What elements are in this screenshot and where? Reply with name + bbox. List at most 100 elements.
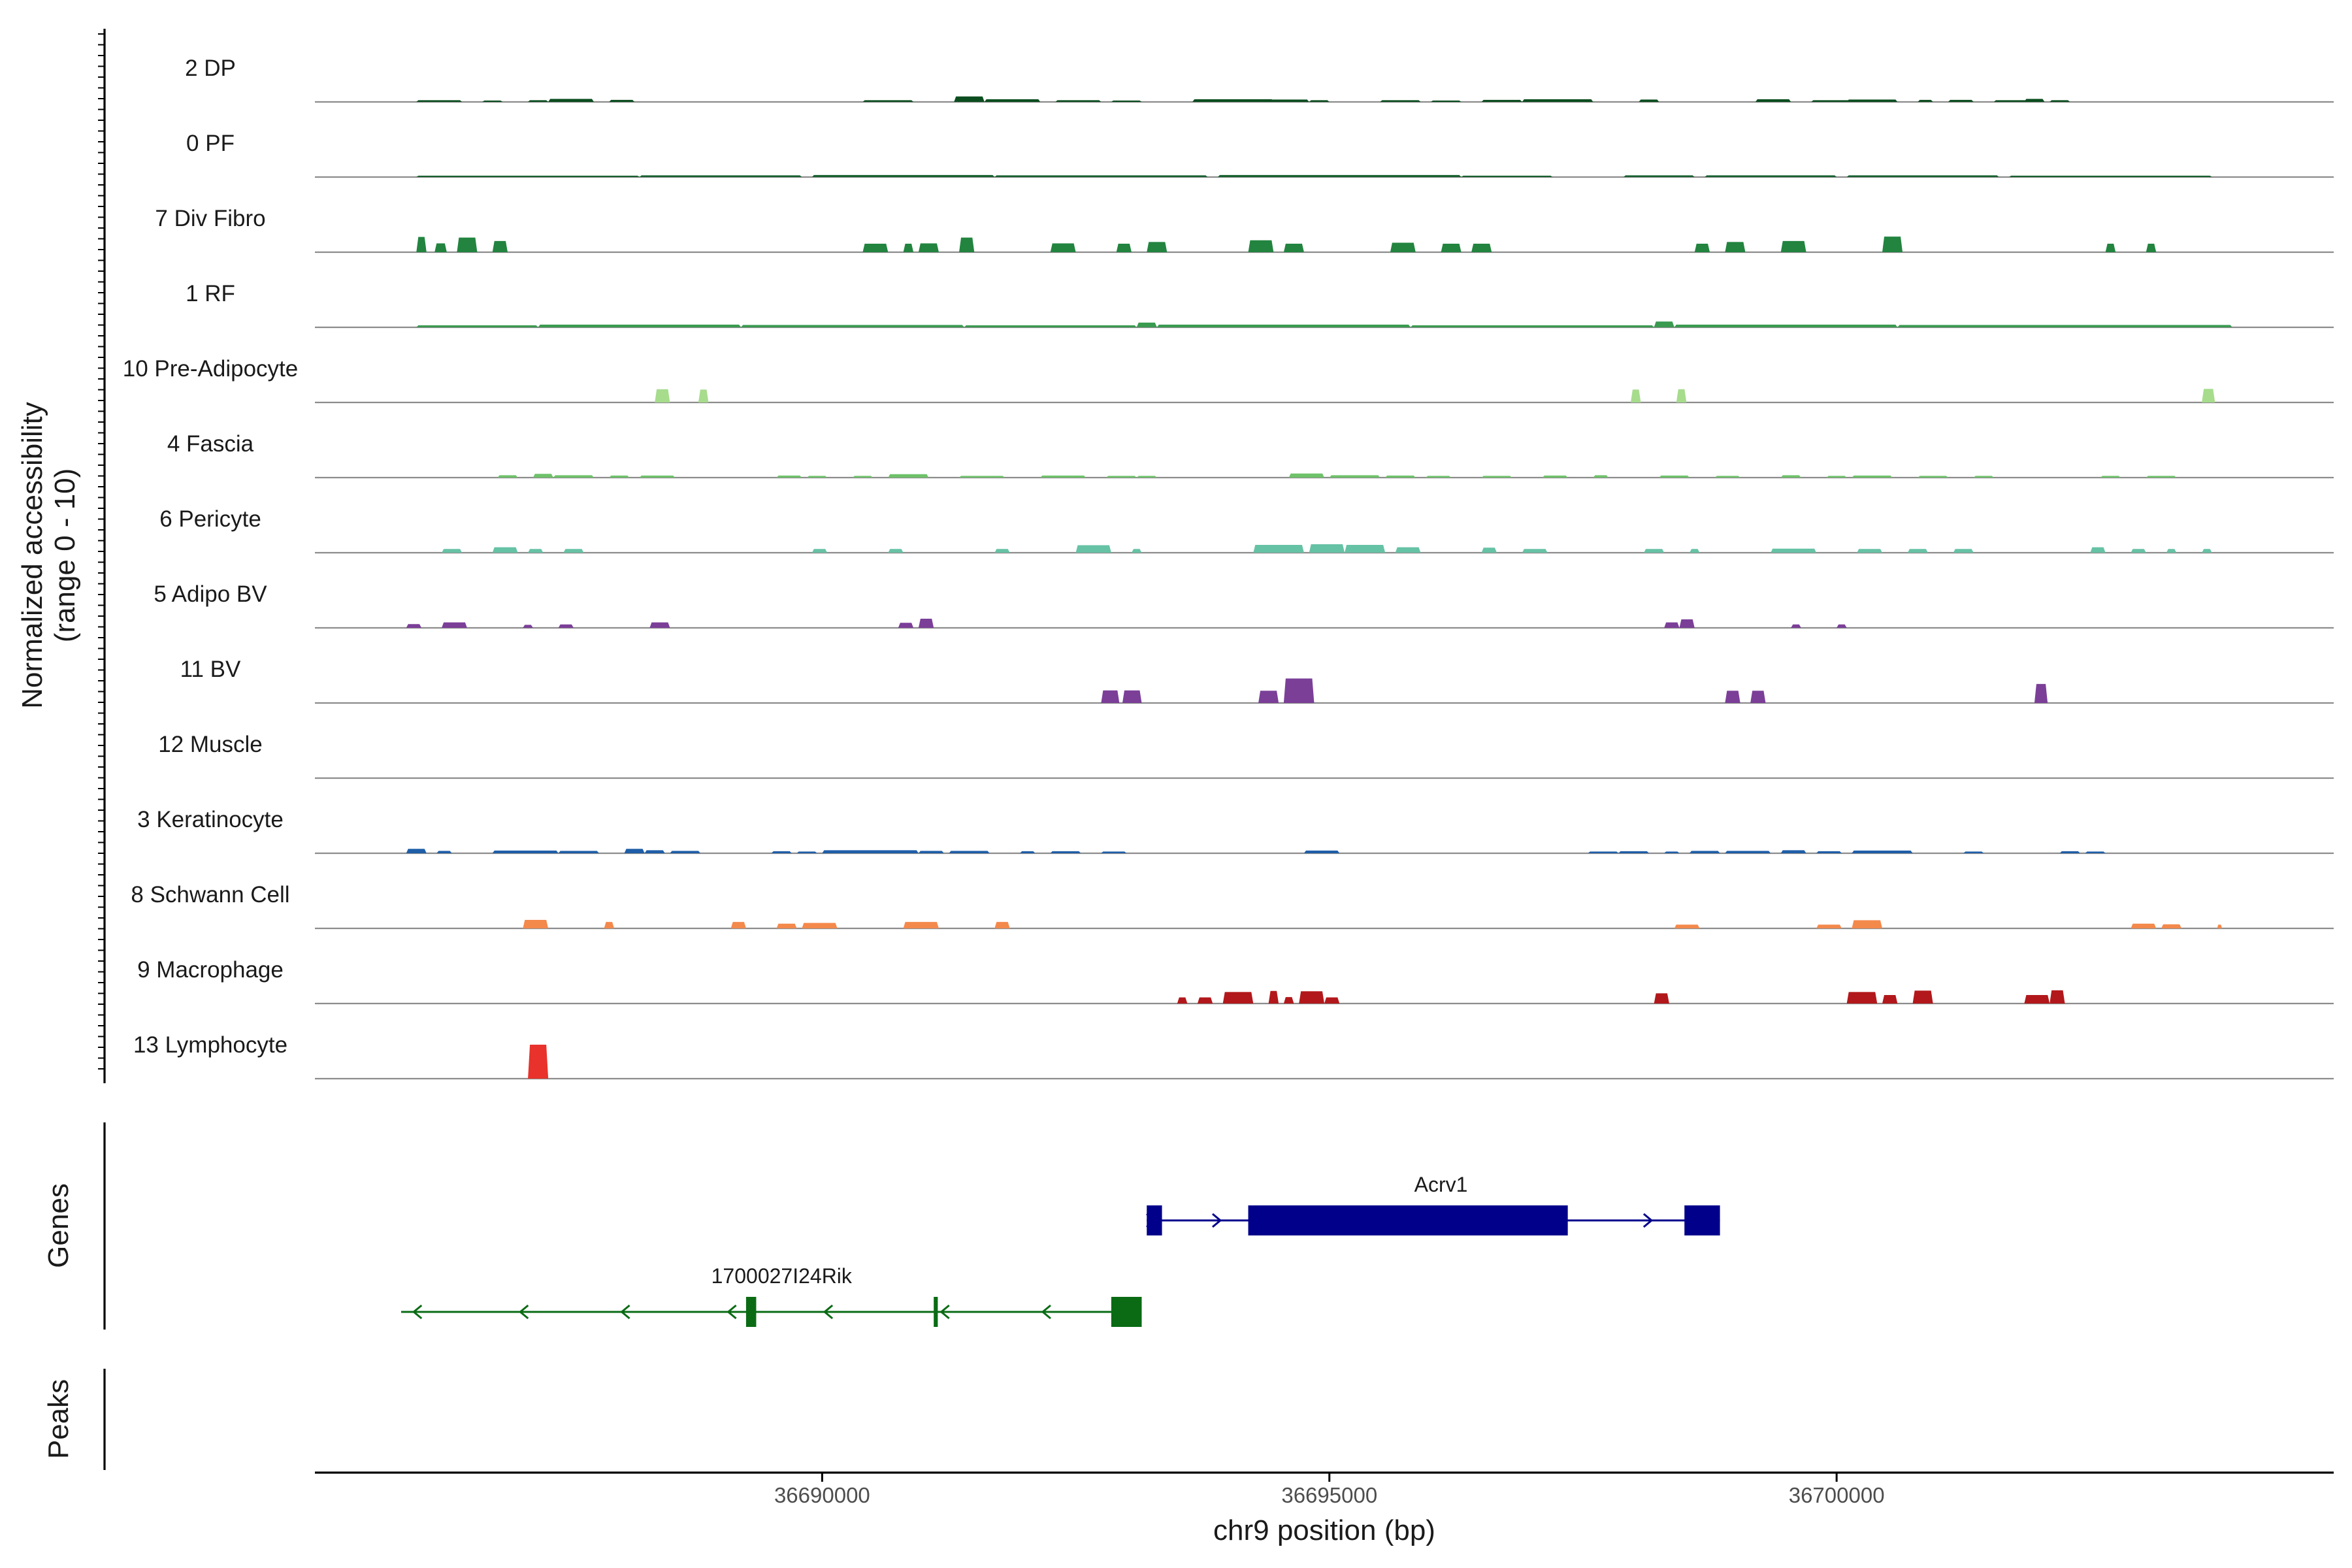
coverage-peak bbox=[416, 325, 538, 327]
coverage-peak bbox=[1390, 242, 1416, 252]
coverage-peak bbox=[1857, 549, 1883, 553]
coverage-peak bbox=[2050, 990, 2065, 1004]
coverage-peak bbox=[1852, 475, 1893, 478]
coverage-peak bbox=[1630, 389, 1641, 402]
coverage-peak bbox=[639, 475, 676, 478]
coverage-peak bbox=[1588, 851, 1619, 853]
coverage-peak bbox=[1258, 691, 1279, 703]
coverage-peak bbox=[436, 851, 452, 853]
strand-arrow bbox=[1041, 1304, 1051, 1320]
gene-exon bbox=[1111, 1297, 1142, 1327]
coverage-peak bbox=[1676, 389, 1687, 402]
coverage-peak bbox=[532, 474, 553, 478]
track-6-pericyte: 6 Pericyte bbox=[159, 506, 2334, 554]
coverage-peak bbox=[1380, 100, 1421, 102]
coverage-peak bbox=[1192, 99, 1274, 102]
strand-arrow bbox=[620, 1304, 630, 1320]
coverage-peak bbox=[2050, 100, 2070, 102]
coverage-peak bbox=[1426, 476, 1452, 478]
coverage-peak bbox=[406, 624, 422, 628]
coverage-peak bbox=[1780, 850, 1806, 853]
coverage-peak bbox=[1846, 992, 1878, 1004]
gene-exon bbox=[1248, 1205, 1568, 1235]
coverage-tracks: 2 DP 0 PF 7 Div Fibro 1 RF 10 Pre-Adipocyte 4… bbox=[123, 56, 2334, 1080]
gene-label: Acrv1 bbox=[1414, 1173, 1468, 1196]
track-8-schwann-cell: 8 Schwann Cell bbox=[131, 882, 2334, 930]
gene-exon bbox=[934, 1297, 938, 1327]
coverage-peak bbox=[1882, 237, 1903, 252]
track-2-dp: 2 DP bbox=[185, 56, 2334, 103]
coverage-peak bbox=[655, 389, 670, 402]
coverage-peak bbox=[1654, 993, 1669, 1004]
coverage-peak bbox=[959, 237, 975, 252]
coverage-peak bbox=[888, 549, 904, 553]
strand-arrow bbox=[1642, 1213, 1654, 1228]
coverage-peak bbox=[776, 923, 797, 928]
track-label: 0 PF bbox=[186, 131, 235, 156]
coverage-peak bbox=[604, 922, 615, 928]
coverage-peak bbox=[1780, 475, 1801, 478]
coverage-peak bbox=[1725, 242, 1746, 252]
coverage-peak bbox=[492, 850, 559, 853]
coverage-peak bbox=[1907, 549, 1928, 553]
coverage-peak bbox=[649, 622, 670, 628]
coverage-peak bbox=[918, 618, 934, 628]
y-axis-title-line1: Normalized accessibility bbox=[16, 402, 48, 708]
coverage-peak bbox=[1963, 851, 1984, 853]
strand-arrow bbox=[412, 1304, 423, 1320]
strand-arrow bbox=[823, 1304, 834, 1320]
coverage-peak bbox=[1522, 99, 1593, 102]
coverage-peak bbox=[730, 922, 746, 928]
coverage-peak bbox=[1674, 924, 1700, 928]
coverage-peak bbox=[1055, 100, 1102, 102]
coverage-peak bbox=[1309, 100, 1330, 102]
coverage-peak bbox=[442, 622, 467, 628]
coverage-peak bbox=[1288, 473, 1324, 478]
track-label: 7 Div Fibro bbox=[155, 206, 265, 231]
coverage-peak bbox=[2202, 549, 2212, 553]
coverage-y-axis-title: Normalized accessibility (range 0 - 10) bbox=[16, 402, 81, 708]
coverage-peak bbox=[1846, 175, 1999, 177]
strand-arrow bbox=[1211, 1213, 1222, 1228]
track-label: 10 Pre-Adipocyte bbox=[123, 356, 298, 382]
coverage-peak bbox=[1918, 99, 1933, 102]
coverage-peak bbox=[862, 244, 889, 252]
coverage-peak bbox=[1689, 851, 1720, 853]
coverage-peak bbox=[482, 100, 503, 102]
coverage-peak bbox=[563, 549, 584, 553]
coverage-peak bbox=[903, 244, 914, 252]
coverage-peak bbox=[558, 851, 599, 853]
coverage-peak bbox=[2131, 923, 2157, 928]
coverage-peak bbox=[2202, 389, 2215, 402]
coverage-peak bbox=[1481, 99, 1522, 102]
coverage-peak bbox=[1156, 324, 1411, 327]
coverage-peak bbox=[416, 237, 427, 252]
coverage-peak bbox=[903, 922, 939, 928]
coverage-peak bbox=[698, 389, 709, 402]
coverage-peak bbox=[796, 851, 817, 853]
peaks-panel-label: Peaks bbox=[42, 1379, 74, 1459]
coverage-peak bbox=[822, 850, 919, 853]
track-label: 3 Keratinocyte bbox=[137, 807, 284, 832]
coverage-peak bbox=[1395, 547, 1421, 553]
track-label: 5 Adipo BV bbox=[154, 581, 267, 607]
coverage-peak bbox=[1674, 324, 1898, 327]
coverage-peak bbox=[2131, 549, 2146, 553]
coverage-peak bbox=[548, 99, 595, 102]
coverage-peak bbox=[442, 549, 463, 553]
track-label: 2 DP bbox=[185, 56, 236, 81]
coverage-peak bbox=[741, 325, 964, 327]
coverage-peak bbox=[964, 325, 1137, 327]
coverage-peak bbox=[811, 174, 995, 177]
track-label: 8 Schwann Cell bbox=[131, 882, 289, 907]
coverage-peak bbox=[1481, 547, 1497, 553]
coverage-peak bbox=[1816, 924, 1842, 928]
coverage-peak bbox=[1993, 100, 2034, 102]
coverage-y-axis-ticks bbox=[98, 33, 105, 1070]
coverage-peak bbox=[1197, 997, 1213, 1004]
coverage-peak bbox=[1826, 476, 1847, 478]
coverage-peak bbox=[1689, 549, 1700, 553]
gene-label: 1700027I24Rik bbox=[711, 1264, 853, 1288]
x-tick-label: 36695000 bbox=[1281, 1483, 1377, 1507]
coverage-peak bbox=[1639, 99, 1659, 102]
